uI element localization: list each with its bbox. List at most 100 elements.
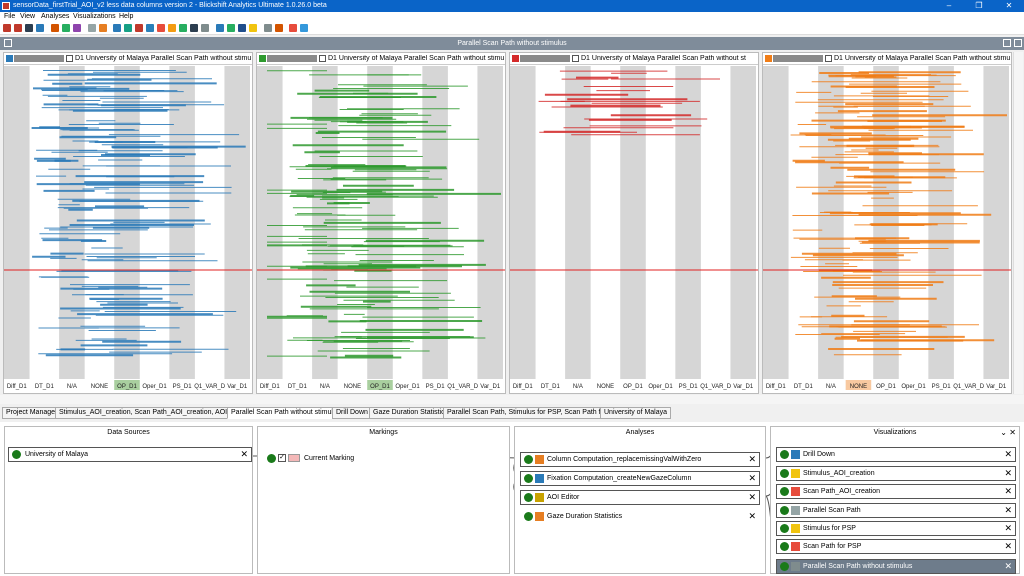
aoi-axis-label[interactable]: Var_D1 — [733, 384, 754, 390]
scanpath-chart[interactable]: Diff_D1 DT_D1 N/A NONE OP_D1 Oper_D1 PS_D1 Q1_V… — [510, 66, 758, 393]
analysis-node[interactable]: Gaze Duration Statistics ✕ — [520, 509, 760, 524]
aoi-axis-label[interactable]: PS_D1 — [679, 384, 699, 390]
horizontal-scrollbar[interactable] — [0, 395, 1024, 404]
aoi-axis-label[interactable]: Var_D1 — [227, 384, 248, 390]
panel-checkbox[interactable] — [572, 55, 579, 62]
bar-icon[interactable] — [179, 24, 187, 32]
aoi-axis-label[interactable]: DT_D1 — [35, 384, 55, 390]
menu-file[interactable]: File — [4, 13, 16, 20]
timeline-icon[interactable] — [227, 24, 235, 32]
analysis-node[interactable]: Column Computation_replacemissingValWith… — [520, 452, 760, 467]
scanpath-panel-2[interactable]: D1 University of Malaya Parallel Scan Pa… — [256, 52, 506, 394]
line-icon[interactable] — [146, 24, 154, 32]
aoi-axis-label[interactable]: Diff_D1 — [766, 384, 787, 390]
filter-icon[interactable] — [113, 24, 121, 32]
visualization-node[interactable]: Drill Down ✕ — [776, 447, 1016, 462]
stimulus-icon[interactable] — [238, 24, 246, 32]
panel-close-icon[interactable] — [1014, 39, 1022, 47]
aoi-axis-label[interactable]: NONE — [344, 384, 361, 390]
aoi-axis-label[interactable]: OP_D1 — [876, 384, 896, 390]
data-source-node[interactable]: University of Malaya ✕ — [8, 447, 252, 462]
aoi-axis-label[interactable]: Var_D1 — [480, 384, 501, 390]
scanpath-panel-1[interactable]: D1 University of Malaya Parallel Scan Pa… — [3, 52, 253, 394]
participant-selector[interactable] — [773, 55, 823, 62]
close-icon[interactable]: ✕ — [1004, 468, 1012, 478]
close-icon[interactable]: ✕ — [1004, 505, 1012, 515]
save-icon[interactable] — [36, 24, 44, 32]
visualization-node[interactable]: Parallel Scan Path without stimulus ✕ — [776, 559, 1016, 574]
visualization-node[interactable]: Parallel Scan Path ✕ — [776, 503, 1016, 518]
histogram-icon[interactable] — [168, 24, 176, 32]
aoi-axis-label[interactable]: Oper_D1 — [901, 384, 926, 390]
aoi-axis-label[interactable]: Q1_VAR_D — [194, 384, 226, 390]
aoi-axis-label[interactable]: Diff_D1 — [7, 384, 28, 390]
scanpath-chart[interactable]: Diff_D1 DT_D1 N/A NONE OP_D1 Oper_D1 PS_D1 Q1_V… — [763, 66, 1011, 393]
help-icon[interactable] — [300, 24, 308, 32]
vertical-scrollbar[interactable] — [1013, 52, 1023, 394]
table-icon[interactable] — [73, 24, 81, 32]
maximize-button[interactable]: ❐ — [975, 1, 983, 10]
menu-visualizations[interactable]: Visualizations — [73, 13, 116, 20]
aoi-axis-label[interactable]: Q1_VAR_D — [447, 384, 479, 390]
tab-3[interactable]: Parallel Scan Path without stimulus — [227, 407, 345, 419]
minimize-button[interactable]: – — [946, 1, 952, 10]
matrix-icon[interactable] — [216, 24, 224, 32]
tab-1[interactable]: Project Manager — [2, 407, 62, 419]
scanpath-chart[interactable]: Diff_D1 DT_D1 N/A NONE OP_D1 Oper_D1 PS_D1 Q1_V… — [257, 66, 505, 393]
parallel-icon[interactable] — [190, 24, 198, 32]
participant-selector[interactable] — [267, 55, 317, 62]
aoi-axis-label[interactable]: Var_D1 — [986, 384, 1007, 390]
aoi-axis-label[interactable]: Q1_VAR_D — [700, 384, 732, 390]
settings-icon[interactable] — [88, 24, 96, 32]
panel-restore-icon[interactable] — [1003, 39, 1011, 47]
scanpath-chart[interactable]: Diff_D1 DT_D1 N/A NONE OP_D1 Oper_D1 PS_D1 Q1_V… — [4, 66, 252, 393]
close-icon[interactable]: ✕ — [748, 492, 756, 502]
aoi-icon[interactable] — [249, 24, 257, 32]
gaze-icon[interactable] — [264, 24, 272, 32]
compute-icon[interactable] — [124, 24, 132, 32]
marker-icon[interactable] — [99, 24, 107, 32]
marking-color-swatch[interactable] — [288, 454, 300, 462]
tab-4[interactable]: Drill Down — [332, 407, 372, 419]
collapse-icon[interactable]: ⌄ — [1000, 428, 1007, 437]
close-icon[interactable]: ✕ — [1004, 486, 1012, 496]
grid-icon[interactable] — [62, 24, 70, 32]
panel-menu-icon[interactable] — [4, 39, 12, 47]
aoi-axis-label[interactable]: DT_D1 — [288, 384, 308, 390]
panel-checkbox[interactable] — [319, 55, 326, 62]
aoi-axis-label[interactable]: OP_D1 — [623, 384, 643, 390]
tab-2[interactable]: Stimulus_AOI_creation, Scan Path_AOI_cre… — [55, 407, 252, 419]
marking-checkbox[interactable]: ✓ — [278, 454, 286, 462]
aoi-axis-label[interactable]: N/A — [67, 384, 77, 390]
panel-checkbox[interactable] — [825, 55, 832, 62]
aoi-axis-label[interactable]: Diff_D1 — [260, 384, 281, 390]
menu-help[interactable]: Help — [119, 13, 134, 20]
menu-analyses[interactable]: Analyses — [41, 13, 70, 20]
close-icon[interactable]: ✕ — [1009, 428, 1016, 437]
tab-5[interactable]: Gaze Duration Statistics — [369, 407, 453, 419]
aoi-axis-label[interactable]: OP_D1 — [117, 384, 137, 390]
visualization-node[interactable]: Scan Path for PSP ✕ — [776, 539, 1016, 554]
panel-checkbox[interactable] — [66, 55, 73, 62]
tab-7[interactable]: University of Malaya — [600, 407, 672, 419]
aoi-axis-label[interactable]: PS_D1 — [426, 384, 446, 390]
menu-view[interactable]: View — [20, 13, 36, 20]
aoi-axis-label[interactable]: DT_D1 — [794, 384, 814, 390]
aoi-axis-label[interactable]: Q1_VAR_D — [953, 384, 985, 390]
sequence-icon[interactable] — [201, 24, 209, 32]
participant-color-swatch[interactable] — [259, 55, 266, 62]
chart-icon[interactable] — [51, 24, 59, 32]
stats-icon[interactable] — [275, 24, 283, 32]
aoi-axis-label[interactable]: NONE — [91, 384, 108, 390]
new-project-icon[interactable] — [3, 24, 11, 32]
scanpath-panel-3[interactable]: D1 University of Malaya Parallel Scan Pa… — [509, 52, 759, 394]
close-icon[interactable]: ✕ — [240, 449, 248, 459]
close-icon[interactable]: ✕ — [1004, 449, 1012, 459]
participant-color-swatch[interactable] — [765, 55, 772, 62]
participant-color-swatch[interactable] — [6, 55, 13, 62]
close-icon[interactable]: ✕ — [1004, 523, 1012, 533]
aoi-axis-label[interactable]: PS_D1 — [173, 384, 193, 390]
analysis-node[interactable]: Fixation Computation_createNewGazeColumn… — [520, 471, 760, 486]
scanpath-panel-4[interactable]: D1 University of Malaya Parallel Scan Pa… — [762, 52, 1012, 394]
open-project-icon[interactable] — [14, 24, 22, 32]
